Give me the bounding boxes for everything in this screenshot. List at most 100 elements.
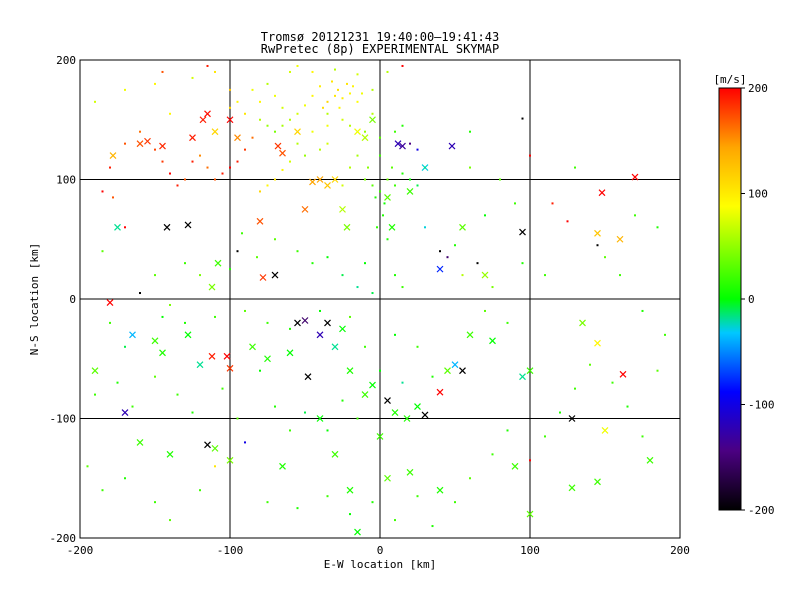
data-point-cross bbox=[264, 355, 271, 363]
data-point-dot bbox=[574, 166, 576, 169]
data-point-cross bbox=[414, 403, 421, 410]
data-point-dot bbox=[356, 154, 359, 157]
data-point-dot bbox=[356, 100, 359, 103]
data-point-dot bbox=[361, 92, 363, 95]
data-point-dot bbox=[439, 250, 441, 253]
data-point-dot bbox=[229, 106, 231, 109]
data-point-dot bbox=[296, 112, 299, 115]
data-point-dot bbox=[124, 345, 126, 348]
data-point-dot bbox=[281, 124, 284, 127]
data-point-dot bbox=[289, 160, 291, 163]
data-point-dot bbox=[139, 130, 141, 133]
data-point-dot bbox=[349, 315, 351, 318]
data-point-cross bbox=[214, 259, 222, 267]
data-point-cross bbox=[391, 409, 399, 416]
data-point-cross bbox=[163, 223, 171, 231]
data-point-dot bbox=[409, 178, 411, 181]
data-point-cross bbox=[121, 409, 129, 416]
data-point-cross bbox=[361, 134, 369, 142]
data-point-cross bbox=[294, 319, 301, 327]
data-point-dot bbox=[296, 250, 299, 253]
data-point-dot bbox=[416, 345, 419, 348]
data-point-cross bbox=[511, 462, 519, 470]
data-point-dot bbox=[229, 88, 231, 91]
data-point-dot bbox=[124, 477, 126, 480]
data-point-cross bbox=[594, 229, 601, 237]
data-point-cross bbox=[568, 484, 576, 492]
data-point-dot bbox=[101, 250, 104, 253]
y-tick-label: -100 bbox=[50, 413, 77, 426]
data-point-dot bbox=[154, 501, 156, 504]
data-point-dot bbox=[326, 429, 329, 432]
data-point-cross bbox=[579, 319, 586, 327]
y-tick-label: 0 bbox=[69, 293, 76, 306]
data-point-dot bbox=[484, 309, 486, 312]
data-point-dot bbox=[431, 525, 434, 528]
data-point-cross bbox=[519, 228, 526, 236]
data-point-dot bbox=[139, 292, 141, 295]
data-point-dot bbox=[191, 160, 194, 163]
data-point-dot bbox=[416, 184, 419, 187]
data-point-cross bbox=[274, 142, 282, 150]
data-point-dot bbox=[244, 309, 246, 312]
data-point-dot bbox=[338, 106, 341, 109]
data-point-dot bbox=[454, 244, 456, 247]
data-point-dot bbox=[191, 76, 194, 79]
data-point-dot bbox=[641, 435, 644, 438]
data-points bbox=[86, 64, 666, 536]
data-point-dot bbox=[154, 274, 156, 277]
data-point-dot bbox=[349, 92, 351, 95]
data-point-dot bbox=[371, 184, 374, 187]
data-point-cross bbox=[646, 456, 654, 464]
data-point-dot bbox=[334, 94, 336, 97]
data-point-dot bbox=[304, 411, 306, 414]
data-point-dot bbox=[199, 489, 201, 492]
colorbar-ticks: -200 -100 0 100 200 bbox=[741, 82, 775, 517]
data-point-dot bbox=[656, 369, 659, 372]
data-point-dot bbox=[394, 130, 396, 133]
data-point-dot bbox=[169, 112, 171, 115]
data-point-dot bbox=[454, 501, 456, 504]
data-point-dot bbox=[626, 405, 629, 408]
data-point-cross bbox=[226, 364, 234, 372]
data-point-dot bbox=[341, 118, 344, 121]
data-point-dot bbox=[266, 184, 269, 187]
data-point-cross bbox=[459, 223, 466, 231]
data-point-cross bbox=[436, 388, 444, 396]
data-point-cross bbox=[249, 343, 256, 351]
data-point-dot bbox=[401, 172, 404, 175]
data-point-dot bbox=[274, 405, 276, 408]
data-point-dot bbox=[296, 507, 299, 510]
data-point-dot bbox=[311, 94, 314, 97]
data-point-dot bbox=[446, 256, 449, 259]
data-point-dot bbox=[326, 495, 329, 498]
data-point-dot bbox=[319, 148, 321, 151]
data-point-dot bbox=[326, 112, 329, 115]
data-point-dot bbox=[322, 106, 324, 109]
data-point-dot bbox=[281, 168, 284, 171]
data-point-dot bbox=[379, 369, 381, 372]
data-point-dot bbox=[304, 154, 306, 157]
data-point-dot bbox=[304, 104, 306, 107]
data-point-cross bbox=[159, 142, 166, 150]
data-point-dot bbox=[341, 184, 344, 187]
data-point-dot bbox=[409, 142, 411, 145]
data-point-dot bbox=[386, 178, 389, 181]
data-point-cross bbox=[159, 349, 166, 357]
data-point-dot bbox=[401, 286, 404, 289]
data-point-dot bbox=[367, 166, 369, 169]
data-point-dot bbox=[256, 256, 258, 259]
data-point-dot bbox=[379, 154, 381, 157]
data-point-dot bbox=[382, 214, 384, 217]
data-point-dot bbox=[319, 85, 321, 88]
data-point-dot bbox=[374, 196, 377, 199]
data-point-dot bbox=[229, 268, 231, 271]
colorbar-label: [m/s] bbox=[713, 73, 746, 86]
data-point-dot bbox=[169, 519, 171, 522]
data-point-dot bbox=[124, 226, 126, 229]
data-point-cross bbox=[184, 331, 192, 339]
x-tick-label: 200 bbox=[670, 544, 690, 557]
data-point-cross bbox=[223, 352, 231, 360]
data-point-dot bbox=[244, 441, 246, 444]
data-point-dot bbox=[191, 411, 194, 414]
